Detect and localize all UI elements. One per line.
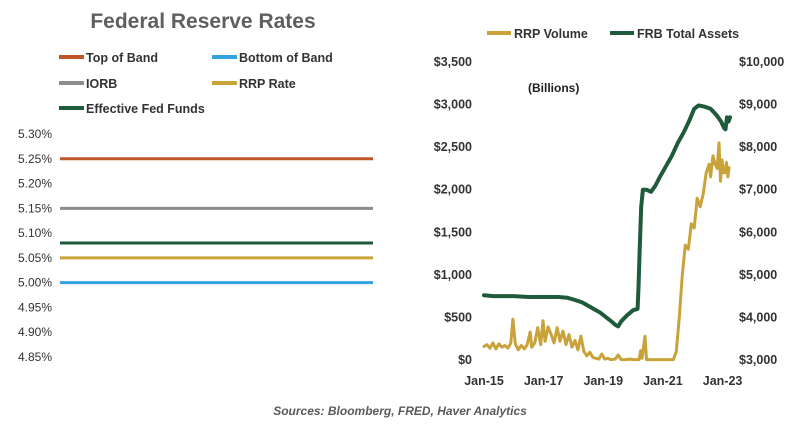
right-y-tick-label: $9,000 [739,98,777,112]
left-y-tick-label: $1,500 [434,225,472,239]
legend-label-bottom-of-band: Bottom of Band [239,51,333,65]
rates-legend: Top of Band Bottom of Band IORB RRP Rate Eff… [59,51,333,116]
left-y-tick-label: $3,500 [434,55,472,69]
rates-y-tick-label: 5.15% [18,201,52,215]
legend-label-iorb: IORB [86,77,117,91]
rates-y-tick-label: 5.20% [18,177,52,191]
x-tick-label: Jan-15 [464,374,504,388]
right-y-tick-label: $8,000 [739,140,777,154]
rates-y-tick-label: 4.85% [18,350,52,364]
rates-y-tick-label: 5.10% [18,226,52,240]
rates-y-axis: 5.30% 5.25% 5.20% 5.15% 5.10% 5.05% 5.00% 4.95%… [18,127,52,364]
balance-sheet-lines [482,103,732,362]
rates-y-tick-label: 4.90% [18,325,52,339]
left-y-tick-label: $2,500 [434,140,472,154]
left-y-tick-label: $0 [458,353,472,367]
rates-y-tick-label: 4.95% [18,300,52,314]
right-y-tick-label: $6,000 [739,225,777,239]
left-y-tick-label: $2,000 [434,183,472,197]
x-tick-label: Jan-21 [643,374,683,388]
rates-chart-title: Federal Reserve Rates [90,10,315,33]
rates-y-tick-label: 5.05% [18,251,52,265]
sources-note: Sources: Bloomberg, FRED, Haver Analytic… [273,404,527,418]
rates-y-tick-label: 5.00% [18,276,52,290]
rates-y-tick-label: 5.25% [18,152,52,166]
right-y-tick-label: $3,000 [739,353,777,367]
left-y-tick-label: $1,000 [434,268,472,282]
balance-sheet-chart: RRP Volume FRB Total Assets (Billions) $3… [434,27,784,388]
legend-label-rrp-rate: RRP Rate [239,77,296,91]
legend-label-frb-total-assets: FRB Total Assets [637,27,739,41]
series-line-rrp-volume [482,141,731,362]
x-tick-label: Jan-23 [703,374,743,388]
right-y-tick-label: $7,000 [739,183,777,197]
right-y-axis: $10,000 $9,000 $8,000 $7,000 $6,000 $5,000 $4,… [739,55,784,367]
units-annotation: (Billions) [528,81,579,95]
left-y-axis: $3,500 $3,000 $2,500 $2,000 $1,500 $1,000 $500… [434,55,472,367]
right-y-tick-label: $5,000 [739,268,777,282]
x-tick-label: Jan-19 [583,374,623,388]
x-tick-label: Jan-17 [524,374,564,388]
legend-label-top-of-band: Top of Band [86,51,158,65]
rates-lines [60,157,373,285]
legend-label-effective-fed-funds: Effective Fed Funds [86,102,205,116]
legend-label-rrp-volume: RRP Volume [514,27,588,41]
left-y-tick-label: $500 [444,310,472,324]
right-y-tick-label: $10,000 [739,55,784,69]
series-line-frb-total-assets [482,103,732,329]
x-axis: Jan-15 Jan-17 Jan-19 Jan-21 Jan-23 [464,374,742,388]
right-y-tick-label: $4,000 [739,310,777,324]
rates-chart: Federal Reserve Rates Top of Band Bottom … [18,10,373,364]
left-y-tick-label: $3,000 [434,98,472,112]
rates-y-tick-label: 5.30% [18,127,52,141]
balance-sheet-legend: RRP Volume FRB Total Assets [487,27,739,41]
